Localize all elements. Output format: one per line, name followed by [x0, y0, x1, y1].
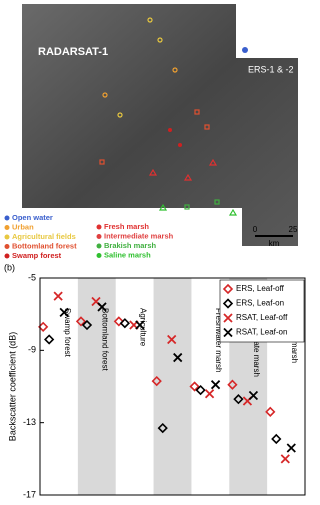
page: (a) RADARSAT-1 ERS-1 & -2 N 0 25 km Open…	[4, 4, 306, 500]
marker	[81, 319, 93, 331]
marker	[119, 318, 130, 329]
marker	[233, 394, 244, 405]
y-axis-title: Backscatter coefficient (dB)	[7, 332, 17, 441]
legend-label: RSAT, Leaf-off	[236, 313, 288, 322]
marker	[97, 302, 107, 312]
marker	[173, 352, 183, 363]
north-arrow	[282, 6, 290, 16]
scale-label: 0	[253, 225, 258, 234]
marker	[210, 380, 221, 390]
legend-marker	[222, 298, 234, 309]
category-label: Bottomland forest	[101, 308, 110, 371]
legend-marker	[4, 215, 10, 221]
legend-box	[219, 279, 305, 343]
figure: (a) RADARSAT-1 ERS-1 & -2 N 0 25 km Open…	[4, 4, 306, 499]
sensor-label: RADARSAT-1	[38, 46, 108, 58]
marker	[75, 316, 87, 327]
legend-marker	[223, 313, 233, 323]
y-tick-label: -17	[23, 489, 36, 499]
marker	[135, 320, 145, 330]
north-label: N	[283, 17, 288, 24]
marker	[271, 433, 282, 445]
y-tick-label: -13	[23, 417, 36, 427]
marker	[195, 384, 206, 396]
legend-label: Brakish marsh	[104, 241, 157, 250]
legend-marker	[222, 283, 234, 295]
legend-label: Agricultural fields	[12, 232, 76, 241]
legend-label: RSAT, Leaf-on	[236, 328, 287, 337]
marker	[113, 316, 124, 327]
marker	[167, 334, 177, 345]
category-band	[77, 278, 116, 495]
y-tick-label: -5	[28, 272, 36, 282]
marker	[44, 334, 55, 345]
scale-label: km	[269, 239, 280, 248]
marker	[157, 422, 168, 434]
legend-label: Open water	[12, 213, 53, 222]
marker	[53, 291, 63, 301]
legend-marker	[223, 327, 233, 338]
map-sites	[99, 17, 248, 216]
scale-label: 25	[289, 225, 298, 234]
satellite-image	[22, 4, 298, 246]
panel-label: (a)	[4, 4, 15, 14]
marker	[280, 454, 290, 464]
category-label: Swamp forest	[63, 308, 72, 358]
marker	[286, 443, 296, 453]
legend-label: Bottomland forest	[12, 241, 77, 250]
marker	[189, 381, 200, 392]
plot: Swamp forest Bottomland forest Agriculture…	[38, 277, 305, 496]
legend-marker	[4, 234, 10, 240]
category-label: Freshwater marsh	[214, 308, 223, 372]
legend-label: ERS, Leaf-on	[236, 299, 284, 308]
legend-marker	[96, 224, 102, 230]
legend-label: Swamp forest	[12, 251, 62, 260]
marker	[204, 389, 215, 399]
category-label: Intermediate marsh	[252, 308, 261, 377]
y-tick-label: -9	[28, 345, 36, 355]
plot-frame	[39, 277, 306, 496]
category-band	[153, 278, 192, 495]
marker	[248, 390, 259, 401]
sensor-label: ERS-1 & -2	[248, 64, 294, 74]
marker	[227, 379, 238, 390]
legend-label: ERS, Leaf-off	[236, 284, 285, 293]
legend-marker	[4, 244, 10, 249]
legend-marker	[96, 243, 102, 249]
legend-label: Fresh marsh	[104, 222, 149, 231]
legend-marker	[4, 225, 10, 230]
marker	[265, 406, 276, 417]
legend-label: Saline marsh	[104, 250, 151, 259]
legend-label: Intermediate marsh	[104, 231, 174, 240]
marker	[59, 307, 69, 317]
panel-label: (b)	[4, 262, 15, 272]
legend-label: Urban	[12, 222, 34, 231]
legend-marker	[96, 253, 102, 258]
legend-marker	[4, 253, 10, 259]
legend-marker	[96, 234, 102, 239]
marker	[151, 375, 162, 387]
